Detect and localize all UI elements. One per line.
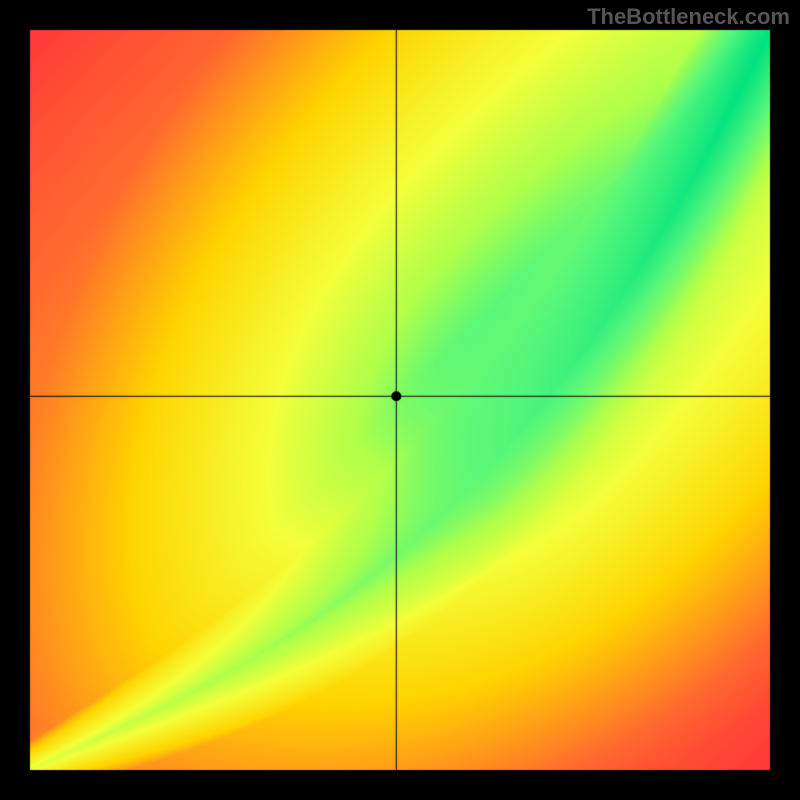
heatmap-canvas	[0, 0, 800, 800]
plot-container: TheBottleneck.com	[0, 0, 800, 800]
watermark-text: TheBottleneck.com	[587, 4, 790, 30]
